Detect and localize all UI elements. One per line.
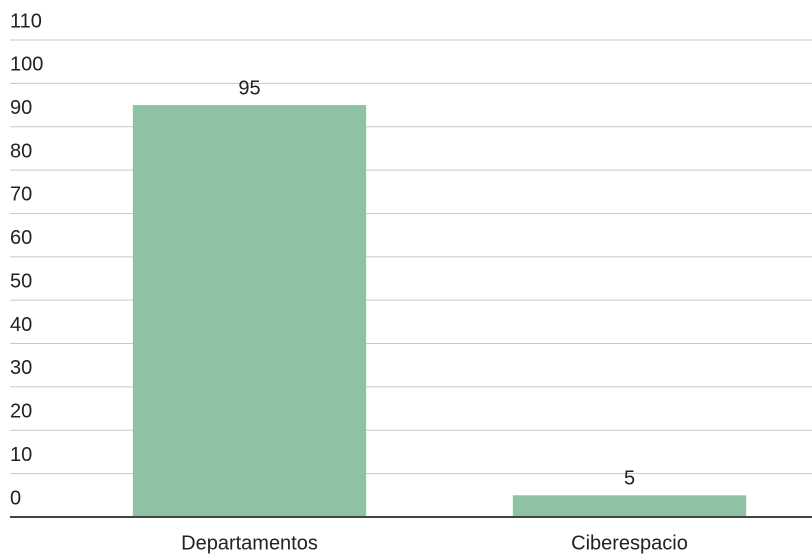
bar [132, 105, 367, 517]
y-tick-label: 10 [10, 444, 32, 466]
y-tick-label: 40 [10, 314, 32, 336]
y-tick-label: 90 [10, 97, 32, 119]
y-tick-label: 0 [10, 487, 21, 509]
y-tick-label: 30 [10, 357, 32, 379]
bar [512, 495, 747, 517]
data-label: 5 [624, 468, 635, 490]
y-tick-label: 50 [10, 270, 32, 292]
y-tick-label: 20 [10, 401, 32, 423]
y-tick-label: 110 [10, 10, 42, 32]
x-tick-label: Departamentos [181, 532, 318, 554]
y-tick-label: 60 [10, 227, 32, 249]
y-tick-label: 70 [10, 184, 32, 206]
y-tick-label: 100 [10, 54, 43, 76]
x-tick-label: Ciberespacio [571, 532, 688, 554]
y-tick-label: 80 [10, 140, 32, 162]
data-label: 95 [238, 77, 260, 99]
